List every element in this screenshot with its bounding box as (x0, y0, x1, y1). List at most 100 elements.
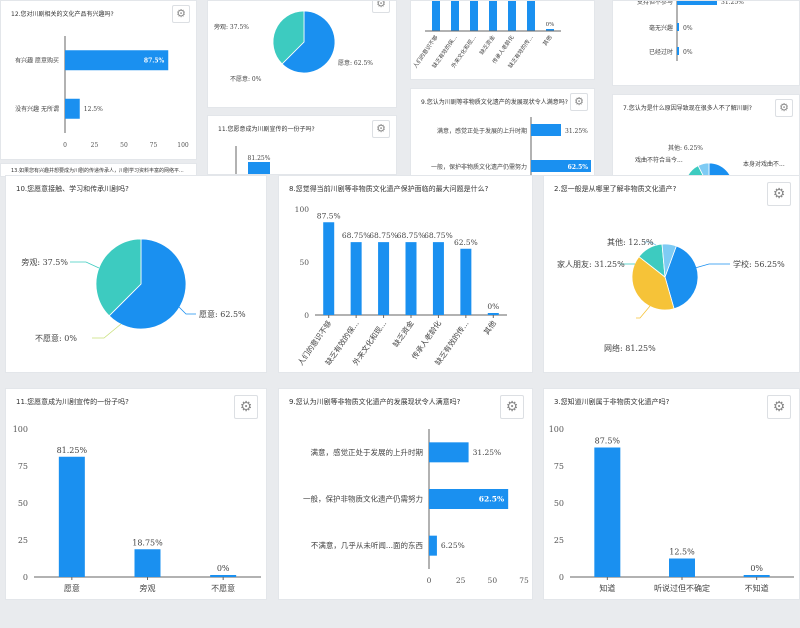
chart-card-q10: 10.您愿意接触、学习和传承川剧吗? 旁观: 37.5% 愿意: 62.5% 不愿意… (5, 175, 267, 373)
data-label: 0% (487, 302, 499, 311)
chart-card-q8-small: 人们的意识不够 缺乏有效的保... 外来文化和现... 缺乏资金 传承人老龄化 缺乏有效的… (410, 0, 595, 80)
pie-label: 网络: 81.25% (604, 343, 656, 353)
bar (429, 489, 509, 509)
data-label: 6.25% (441, 541, 465, 550)
pie-label: 其他: 6.25% (668, 144, 703, 152)
data-label: 31.25% (721, 0, 744, 6)
chart-svg-q11: 0 25 50 75 100 81.25% 愿意 18.75% 旁观 0% 不愿意 (13, 425, 261, 593)
chart-card-q12: 12.您对川剧相关的文化产品有兴趣吗? ⚙ 0 25 50 75 100 有兴趣 愿意购买… (0, 0, 197, 160)
gear-icon[interactable]: ⚙ (372, 120, 390, 138)
chart-svg-q10-small: 旁观: 37.5% 愿意: 62.5% 不愿意: 0% (214, 10, 373, 83)
chart-title: 9.您认为川剧等非物质文化遗产的发展现状令人满意吗? (421, 99, 568, 106)
leader-line (644, 241, 657, 246)
bar (405, 242, 417, 315)
y-tick-label: 0 (23, 573, 28, 582)
gear-icon[interactable]: ⚙ (172, 5, 190, 23)
data-label: 12.5% (669, 548, 695, 557)
chart-title: 13.如果您有兴趣并想要成为川剧的传递传承人，川剧学习资料丰富的网络平... (11, 168, 184, 174)
x-tick-label: 缺乏资金 (390, 318, 416, 349)
chart-svg-q6-small: 31.25% 支持但不参与 0% 毫无兴趣 0% 已经过时 (637, 0, 744, 61)
bar (432, 1, 440, 31)
pie-label: 学校: 56.25% (733, 259, 785, 269)
chart-svg-q11-small: 81.25% (235, 146, 271, 174)
leader-line (70, 261, 100, 269)
chart-svg-q3: 0 25 50 75 100 87.5% 知道 12.5% 听说过但不确定 0% 不知道 (549, 425, 794, 593)
pie-label: 戏曲不符合当今... (635, 156, 683, 164)
chart-card-q2: 2.您一般是从哪里了解非物质文化遗产? ⚙ 学校: 56.25% 网络: 81.2… (543, 175, 800, 373)
bar (210, 575, 237, 577)
chart-svg-q10: 旁观: 37.5% 愿意: 62.5% 不愿意: 0% (21, 238, 246, 343)
pie-slice (697, 162, 710, 175)
bar (134, 549, 161, 577)
chart-title: 12.您对川剧相关的文化产品有兴趣吗? (11, 11, 114, 18)
data-label: 18.75% (132, 538, 163, 547)
bar (489, 1, 497, 31)
data-label: 0% (683, 25, 693, 32)
gear-icon[interactable]: ⚙ (234, 395, 258, 419)
data-label: 31.25% (473, 448, 502, 457)
pie-label: 旁观: 37.5% (214, 23, 249, 31)
bar (323, 222, 335, 315)
chart-card-q11: 11.您愿意成为川剧宣传的一份子吗? ⚙ 0 25 50 75 100 81.25% 愿意 1… (5, 388, 267, 600)
gear-icon[interactable]: ⚙ (570, 93, 588, 111)
chart-title: 11.您愿意成为川剧宣传的一份子吗? (218, 126, 315, 133)
data-label: 0% (217, 564, 230, 573)
chart-card-q3: 3.您知道川剧属于非物质文化遗产吗? ⚙ 0 25 50 75 100 87.5% 知道 12… (543, 388, 800, 600)
leader-line (636, 305, 651, 319)
bar (743, 575, 770, 577)
data-label: 62.5% (454, 238, 478, 247)
data-label: 81.25% (248, 155, 271, 162)
x-tick-label: 愿意 (64, 583, 80, 593)
chart-card-q6-small: 31.25% 支持但不参与 0% 毫无兴趣 0% 已经过时 (612, 0, 800, 86)
data-label: 87.5% (317, 211, 341, 220)
x-tick-label: 0 (63, 142, 67, 149)
chart-card-q9-small: 9.您认为川剧等非物质文化遗产的发展现状令人满意吗? ⚙ 31.25% 满意，感觉… (410, 88, 595, 176)
bar (378, 242, 390, 315)
y-tick-label: 不满意，几乎从未听闻...面的东西 (311, 540, 424, 550)
data-label: 81.25% (57, 446, 88, 455)
leader-line (694, 263, 730, 269)
y-tick-label: 25 (18, 536, 28, 545)
bar (487, 313, 499, 315)
chart-title: 8.您觉得当前川剧等非物质文化遗产保护面临的最大问题是什么? (289, 185, 489, 193)
bar (677, 23, 679, 31)
bar (546, 29, 554, 31)
y-tick-label: 25 (554, 536, 564, 545)
bar (429, 535, 437, 556)
pie-slice (272, 10, 305, 65)
bar (677, 47, 679, 55)
y-tick-label: 100 (549, 425, 564, 434)
y-tick-label: 100 (13, 425, 28, 434)
bar (531, 124, 561, 136)
x-tick-label: 75 (150, 142, 158, 149)
bar (58, 456, 85, 577)
pie-slice (95, 238, 142, 317)
pie-label: 不愿意: 0% (230, 75, 262, 83)
gear-icon[interactable]: ⚙ (500, 395, 524, 419)
x-tick-label: 听说过但不确定 (654, 583, 710, 593)
data-label: 68.75% (397, 231, 426, 240)
gear-icon[interactable]: ⚙ (372, 1, 390, 13)
pie-slice (664, 245, 699, 310)
data-label: 68.75% (342, 231, 371, 240)
gear-icon[interactable]: ⚙ (775, 99, 793, 117)
y-tick-label: 50 (554, 499, 564, 508)
x-tick-label: 不知道 (745, 583, 769, 593)
pie-label: 不愿意: 0% (35, 333, 77, 343)
bar (432, 242, 444, 315)
gear-icon[interactable]: ⚙ (767, 182, 791, 206)
bar (350, 242, 362, 315)
leader-line (92, 323, 122, 339)
pie-label: 家人朋友: 31.25% (557, 259, 625, 269)
gear-icon[interactable]: ⚙ (767, 395, 791, 419)
pie-label: 旁观: 37.5% (21, 257, 68, 267)
chart-card-q10-small: ⚙ 旁观: 37.5% 愿意: 62.5% 不愿意: 0% (207, 0, 397, 108)
y-tick-label: 满意，感觉正处于发展的上升时期 (311, 447, 424, 457)
chart-card-q11-small: 11.您愿意成为川剧宣传的一份子吗? ⚙ 81.25% (207, 115, 397, 175)
chart-card-q7-small: 7.您认为是什么原因导致现在很多人不了解川剧? ⚙ 其他: 6.25% 戏曲不符合… (612, 94, 800, 176)
pie-slice (108, 238, 187, 330)
pie-slice (708, 162, 731, 175)
data-label: 0% (683, 49, 693, 56)
chart-svg-q9-small: 31.25% 满意，感觉正处于发展的上升时期 62.5% 一般，保护非物质文化遗产仍需… (431, 117, 591, 175)
bar (508, 1, 516, 31)
